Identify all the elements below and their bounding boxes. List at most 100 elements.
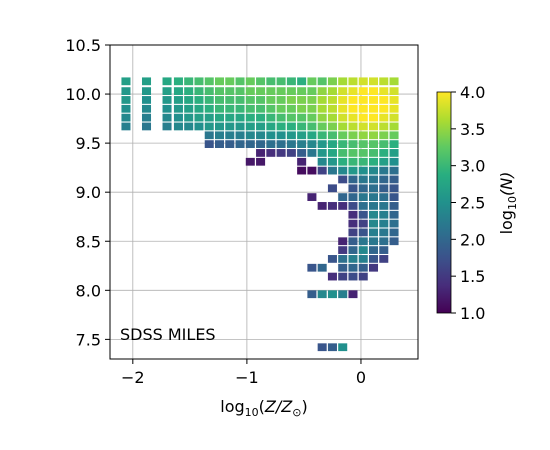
heatmap-cell [379,210,389,219]
heatmap-cell [162,77,172,86]
heatmap-cell [389,149,399,157]
heatmap-cell [256,149,266,157]
heatmap-cell [256,77,266,86]
heatmap-cell [368,104,379,113]
heatmap-cell [358,113,368,122]
heatmap-cell [297,131,307,140]
heatmap-cell [358,157,368,166]
heatmap-cell [245,113,255,122]
heatmap-cell [368,113,379,122]
heatmap-cell [121,113,131,122]
heatmap-cell [327,104,337,113]
heatmap-cell [368,246,379,254]
heatmap-cell [297,149,307,157]
heatmap-cell [235,113,245,122]
heatmap-cell [214,96,225,104]
heatmap-cell [276,113,286,122]
heatmap-cell [173,122,183,131]
x-tick-label: −1 [235,368,259,387]
heatmap-cell [307,104,317,113]
heatmap-cell [307,87,317,95]
heatmap-cell [379,255,389,263]
heatmap-cell [162,122,172,131]
heatmap-cell [235,96,245,104]
heatmap-cell [307,96,317,104]
heatmap-cell [225,131,235,140]
heatmap-cell [379,184,389,193]
heatmap-cell [358,263,368,272]
heatmap-cell [358,149,368,157]
heatmap-cell [184,77,194,86]
heatmap-cell [235,104,245,113]
heatmap-cell [389,96,399,104]
heatmap-cell [141,104,152,113]
heatmap-cell [368,210,379,219]
colorbar-tick-label: 3.5 [460,120,485,139]
heatmap-cell [358,202,368,210]
heatmap-cell [327,122,337,131]
heatmap-cell [368,166,379,175]
heatmap-cell [379,219,389,228]
heatmap-cell [338,175,348,184]
heatmap-cell [389,210,399,219]
heatmap-cell [327,131,337,140]
heatmap-cell [317,131,327,140]
heatmap-cell [338,87,348,95]
heatmap-cell [297,113,307,122]
heatmap-cell [235,77,245,86]
heatmap-cell [368,77,379,86]
heatmap-cell [286,87,296,95]
heatmap-cell [297,87,307,95]
heatmap-cell [266,131,276,140]
heatmap-cell [194,113,204,122]
heatmap-cell [225,77,235,86]
heatmap-cell [317,263,327,272]
heatmap-cell [225,113,235,122]
heatmap-cell [121,87,131,95]
heatmap-cell [307,263,317,272]
heatmap-cell [297,104,307,113]
heatmap-cell [162,104,172,113]
heatmap-cell [235,122,245,131]
heatmap-cell [338,202,348,210]
heatmap-cell [348,113,358,122]
heatmap-cell [348,184,358,193]
heatmap-cell [338,237,348,246]
y-tick-label: 9.5 [76,134,101,153]
heatmap-cell [327,149,337,157]
heatmap-cell [389,122,399,131]
heatmap-cell [276,140,286,148]
heatmap-cell [162,87,172,95]
heatmap-cell [379,157,389,166]
heatmap-cell [256,87,266,95]
heatmap-cell [317,343,327,352]
heatmap-cell [317,77,327,86]
heatmap-cell [286,140,296,148]
colorbar-ticks: 1.0 1.5 2.0 2.5 3.0 3.5 4.0 [451,83,485,323]
heatmap-cell [276,104,286,113]
heatmap-cell [225,140,235,148]
chart-annotation: SDSS MILES [120,325,216,344]
heatmap-cell [121,122,131,131]
heatmap-cell [379,131,389,140]
y-tick-label: 10.0 [65,85,101,104]
heatmap-cell [194,122,204,131]
heatmap-cell [297,140,307,148]
heatmap-cell [214,77,225,86]
heatmap-cell [266,77,276,86]
heatmap-cell [389,77,399,86]
colorbar-tick-label: 3.0 [460,157,485,176]
heatmap-cell [204,140,214,148]
heatmap-cell [297,96,307,104]
heatmap-cell [327,166,337,175]
heatmap-cell [389,228,399,237]
heatmap-cell [141,96,152,104]
heatmap-cell [297,157,307,166]
heatmap-cell [184,104,194,113]
heatmap-cell [245,122,255,131]
heatmap-cell [317,113,327,122]
heatmap-cell [368,193,379,201]
heatmap-cell [338,290,348,299]
heatmap-cell [338,343,348,352]
heatmap-cell [348,246,358,254]
